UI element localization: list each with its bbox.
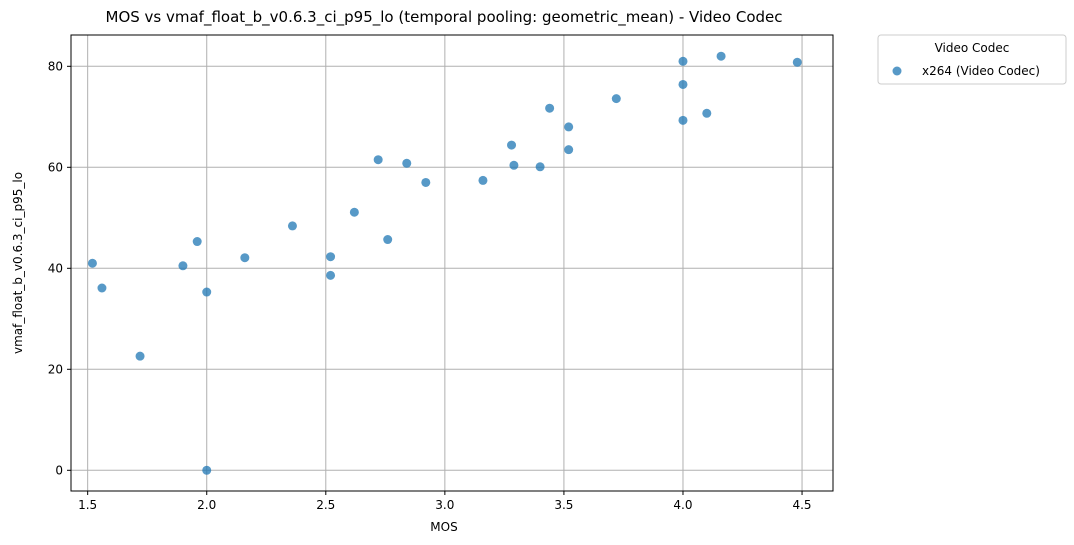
scatter-point <box>702 108 712 118</box>
scatter-point <box>611 94 621 104</box>
legend-entry-label: x264 (Video Codec) <box>922 64 1040 78</box>
legend-box <box>877 34 1067 85</box>
plot-area-frame <box>70 34 834 492</box>
x-tick-label: 2.5 <box>316 498 335 512</box>
scatter-point <box>178 261 188 271</box>
scatter-point <box>545 103 555 113</box>
scatter-point <box>564 122 574 132</box>
scatter-point <box>87 258 97 268</box>
y-axis-label: vmaf_float_b_v0.6.3_ci_p95_lo <box>11 172 25 354</box>
scatter-point <box>192 237 202 247</box>
y-tick-label: 80 <box>48 59 63 73</box>
scatter-point <box>240 253 250 263</box>
scatter-point <box>326 270 336 280</box>
x-tick-label: 3.5 <box>554 498 573 512</box>
y-axis-ticks: 0 20 40 60 80 <box>48 59 71 477</box>
legend: Video Codec x264 (Video Codec) <box>877 34 1067 85</box>
x-tick-label: 1.5 <box>78 498 97 512</box>
scatter-point <box>421 177 431 187</box>
scatter-point <box>326 252 336 262</box>
x-axis-ticks: 1.5 2.0 2.5 3.0 3.5 4.0 4.5 <box>78 491 812 512</box>
y-tick-label: 40 <box>48 261 63 275</box>
x-tick-label: 3.0 <box>435 498 454 512</box>
chart-title: MOS vs vmaf_float_b_v0.6.3_ci_p95_lo (te… <box>106 8 783 27</box>
scatter-point <box>678 79 688 89</box>
data-points <box>87 51 802 475</box>
scatter-point <box>678 56 688 66</box>
scatter-point <box>507 140 517 150</box>
scatter-point <box>383 235 393 245</box>
legend-marker <box>892 66 902 76</box>
x-tick-label: 4.0 <box>673 498 692 512</box>
scatter-point <box>535 162 545 172</box>
scatter-point <box>373 155 383 165</box>
scatter-point <box>135 351 145 361</box>
scatter-point <box>97 283 107 293</box>
y-tick-label: 60 <box>48 160 63 174</box>
scatter-point <box>716 51 726 61</box>
x-axis-label: MOS <box>430 520 457 534</box>
scatter-point <box>792 57 802 67</box>
scatter-point <box>564 145 574 155</box>
scatter-point <box>402 158 412 168</box>
y-tick-label: 0 <box>55 463 63 477</box>
scatter-point <box>509 160 519 170</box>
y-tick-label: 20 <box>48 362 63 376</box>
x-tick-label: 2.0 <box>197 498 216 512</box>
scatter-point <box>678 115 688 125</box>
scatter-point <box>287 221 297 231</box>
grid-lines <box>71 35 833 491</box>
x-tick-label: 4.5 <box>792 498 811 512</box>
scatter-point <box>349 207 359 217</box>
scatter-point <box>202 287 212 297</box>
legend-title: Video Codec <box>935 41 1010 55</box>
scatter-point <box>202 465 212 475</box>
scatter-point <box>478 175 488 185</box>
